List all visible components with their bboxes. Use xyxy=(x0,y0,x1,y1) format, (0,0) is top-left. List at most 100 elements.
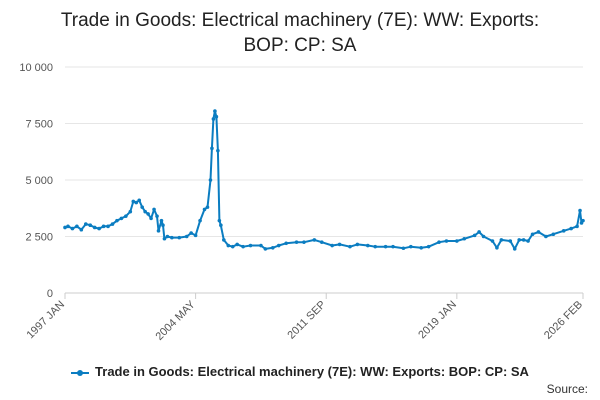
series-point xyxy=(211,117,216,121)
series-point xyxy=(462,236,467,241)
y-tick-label: 2 500 xyxy=(25,232,53,244)
series-point xyxy=(355,242,360,247)
series-point xyxy=(70,226,75,231)
series-point xyxy=(128,209,133,214)
series-point xyxy=(330,243,334,248)
series-point xyxy=(578,208,582,213)
series-point xyxy=(193,233,198,238)
series-point xyxy=(131,199,136,204)
series-point xyxy=(222,238,226,242)
series-point xyxy=(230,244,235,249)
series-point xyxy=(241,244,245,249)
series-point xyxy=(146,212,150,216)
series-point xyxy=(189,231,193,235)
series-point xyxy=(569,226,573,231)
series-point xyxy=(177,235,182,240)
x-tick-label: 2004 MAY xyxy=(153,298,198,343)
series-point xyxy=(437,240,441,244)
series-point xyxy=(235,242,239,247)
series-point xyxy=(508,239,513,243)
series-point xyxy=(97,226,101,231)
x-tick-label: 2026 FEB xyxy=(542,299,585,342)
series-point xyxy=(426,244,431,249)
series-point xyxy=(477,230,481,234)
series-point xyxy=(165,234,170,239)
x-tick-label: 2019 JAN xyxy=(416,299,459,342)
series-group xyxy=(63,109,585,251)
series-point xyxy=(152,207,156,212)
series-point xyxy=(419,246,424,250)
series-point xyxy=(83,222,88,226)
series-point xyxy=(521,238,526,242)
series-point xyxy=(409,244,413,249)
series-point xyxy=(101,224,106,229)
series-point xyxy=(155,214,159,218)
series-point xyxy=(149,216,153,221)
series-point xyxy=(312,238,317,242)
series-point xyxy=(319,240,324,244)
series-point xyxy=(517,238,521,242)
y-axis-ticks: 0 2 500 5 000 7 500 10 000 xyxy=(19,62,53,300)
series-point xyxy=(156,229,161,233)
series-point xyxy=(263,247,268,251)
series-point xyxy=(499,238,504,242)
series-point xyxy=(63,225,67,230)
series-point xyxy=(337,242,342,247)
series-point xyxy=(481,234,486,239)
series-point xyxy=(214,114,219,119)
y-tick-label: 0 xyxy=(47,288,53,300)
series-point xyxy=(202,207,207,212)
series-point xyxy=(75,224,79,229)
series-point xyxy=(219,223,223,227)
series-point xyxy=(88,223,93,227)
series-point xyxy=(161,223,165,227)
series-point xyxy=(210,146,214,151)
series-point xyxy=(512,247,517,251)
series-point xyxy=(92,225,97,230)
series-point xyxy=(536,230,541,234)
chart-title: Trade in Goods: Electrical machinery (7E… xyxy=(0,8,600,58)
series-point xyxy=(217,218,222,223)
x-tick-label: 1997 JAN xyxy=(24,299,67,342)
series-point xyxy=(79,227,84,232)
series-point xyxy=(162,236,167,241)
y-tick-label: 5 000 xyxy=(25,175,53,187)
series-point xyxy=(198,218,202,223)
series-point xyxy=(294,240,299,244)
series-point xyxy=(110,222,115,226)
series-point xyxy=(575,224,579,229)
series-point xyxy=(526,239,530,243)
series-point xyxy=(581,218,585,223)
series-point xyxy=(259,243,263,248)
series-point xyxy=(159,218,164,223)
series-point xyxy=(495,246,499,250)
series-point xyxy=(140,205,144,209)
series-point xyxy=(365,243,370,248)
series-point xyxy=(137,198,142,203)
legend[interactable]: Trade in Goods: Electrical machinery (7E… xyxy=(0,364,600,379)
series-point xyxy=(551,232,556,237)
series-point xyxy=(248,243,253,248)
legend-swatch xyxy=(71,369,90,376)
series-point xyxy=(544,234,548,239)
series-point xyxy=(115,218,119,223)
series-point xyxy=(561,229,566,233)
source-label: Source: xyxy=(546,382,588,396)
series-point xyxy=(401,246,406,251)
series-point xyxy=(383,244,388,249)
series-point xyxy=(124,214,128,218)
chart-title-line-1: Trade in Goods: Electrical machinery (7E… xyxy=(60,10,540,31)
x-tick-label: 2011 SEP xyxy=(285,299,328,342)
x-axis-ticks: 1997 JAN 2004 MAY 2011 SEP 2019 JAN 2026 FEB xyxy=(24,293,585,343)
series-point xyxy=(530,232,535,237)
series-point xyxy=(373,244,378,249)
series-point xyxy=(284,241,288,246)
series-point xyxy=(208,178,213,182)
series-point xyxy=(276,243,281,248)
y-tick-label: 7 500 xyxy=(25,119,53,131)
series-point xyxy=(66,224,70,229)
series-point xyxy=(302,240,306,244)
series-point xyxy=(270,246,275,250)
series-point xyxy=(143,209,147,214)
series-point xyxy=(472,233,477,238)
